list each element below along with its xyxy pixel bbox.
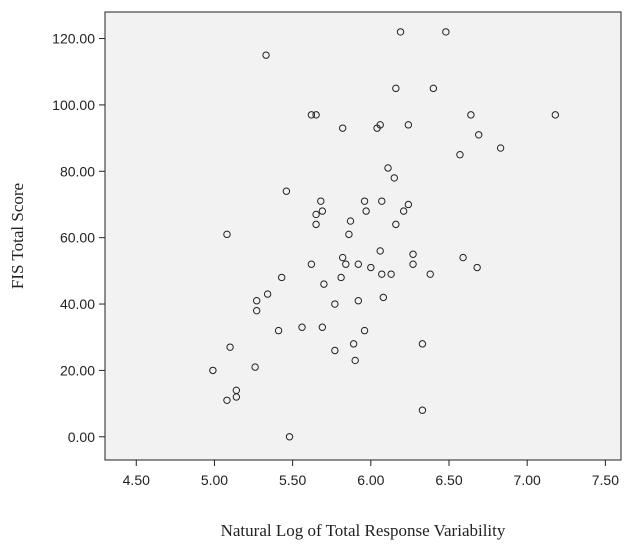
y-tick-label: 0.00	[68, 429, 95, 445]
data-point	[226, 343, 234, 351]
data-point	[362, 207, 370, 215]
data-point	[331, 300, 339, 308]
data-point	[392, 84, 400, 93]
x-tick-label: 6.50	[435, 472, 462, 488]
data-point	[390, 174, 398, 182]
data-point	[379, 293, 388, 302]
data-point	[378, 270, 386, 278]
data-point	[312, 220, 320, 229]
data-point	[342, 260, 350, 268]
data-point	[473, 263, 481, 272]
data-point	[384, 164, 392, 172]
data-point	[367, 263, 375, 272]
data-point	[345, 230, 353, 239]
data-point	[418, 406, 427, 414]
data-point	[387, 270, 395, 278]
x-tick-label: 6.00	[357, 472, 384, 488]
y-tick-label: 40.00	[60, 296, 95, 312]
data-point	[456, 150, 464, 159]
data-point	[404, 200, 413, 209]
data-point	[360, 197, 369, 205]
data-point	[338, 253, 347, 262]
data-point	[318, 323, 327, 331]
data-point	[282, 187, 291, 195]
data-point	[409, 250, 417, 258]
data-point	[298, 323, 306, 331]
data-point	[467, 111, 475, 119]
y-tick-label: 120.00	[52, 31, 95, 47]
data-point	[307, 111, 316, 119]
data-point	[360, 326, 369, 335]
data-point	[442, 28, 450, 36]
data-point	[263, 290, 272, 298]
y-tick-label: 60.00	[60, 230, 95, 246]
data-point	[399, 207, 408, 215]
data-point	[378, 197, 386, 205]
data-point	[459, 253, 467, 262]
data-point	[331, 346, 339, 355]
data-point	[354, 297, 363, 305]
data-point	[346, 217, 355, 225]
data-point	[318, 207, 327, 215]
data-point	[396, 28, 405, 36]
y-tick-label: 80.00	[60, 163, 95, 179]
data-point	[351, 356, 359, 365]
x-axis-title: Natural Log of Total Response Variabilit…	[221, 521, 506, 540]
data-point	[475, 131, 483, 139]
data-point	[317, 197, 325, 205]
x-tick-label: 5.50	[279, 472, 306, 488]
data-point	[232, 393, 241, 401]
data-point	[418, 340, 427, 348]
data-point	[429, 84, 438, 93]
plot-area	[104, 11, 622, 461]
x-tick-label: 7.50	[592, 472, 619, 488]
data-points	[209, 28, 560, 441]
x-tick-label: 7.00	[514, 472, 541, 488]
data-point	[223, 396, 231, 404]
data-point	[252, 297, 261, 305]
data-point	[252, 306, 261, 315]
y-tick-label: 20.00	[60, 362, 95, 378]
x-axis: 4.50 5.00 5.50 6.00 6.50 7.00 7.50	[123, 460, 619, 488]
data-point	[307, 260, 316, 268]
data-point	[320, 280, 328, 288]
data-point	[262, 51, 270, 59]
data-point	[337, 273, 345, 282]
data-point	[312, 210, 320, 219]
data-point	[349, 340, 358, 348]
data-point	[285, 433, 294, 441]
data-point	[496, 144, 505, 152]
data-point	[426, 270, 434, 278]
y-tick-label: 100.00	[52, 97, 95, 113]
data-point	[251, 363, 259, 371]
data-point	[277, 273, 286, 282]
data-point	[223, 230, 231, 239]
data-point	[354, 260, 363, 268]
data-point	[376, 121, 384, 129]
data-point	[209, 366, 217, 375]
y-axis: 0.00 20.00 40.00 60.00 80.00 100.00 120.00	[52, 31, 105, 445]
data-point	[409, 260, 417, 268]
data-point	[312, 111, 320, 119]
x-tick-label: 4.50	[123, 472, 150, 488]
y-axis-title: FIS Total Score	[8, 183, 27, 289]
data-point	[376, 247, 384, 255]
data-point	[338, 124, 347, 132]
data-point	[404, 121, 413, 129]
data-point	[551, 111, 560, 119]
data-point	[274, 326, 283, 335]
data-point	[392, 220, 400, 229]
x-tick-label: 5.00	[201, 472, 228, 488]
